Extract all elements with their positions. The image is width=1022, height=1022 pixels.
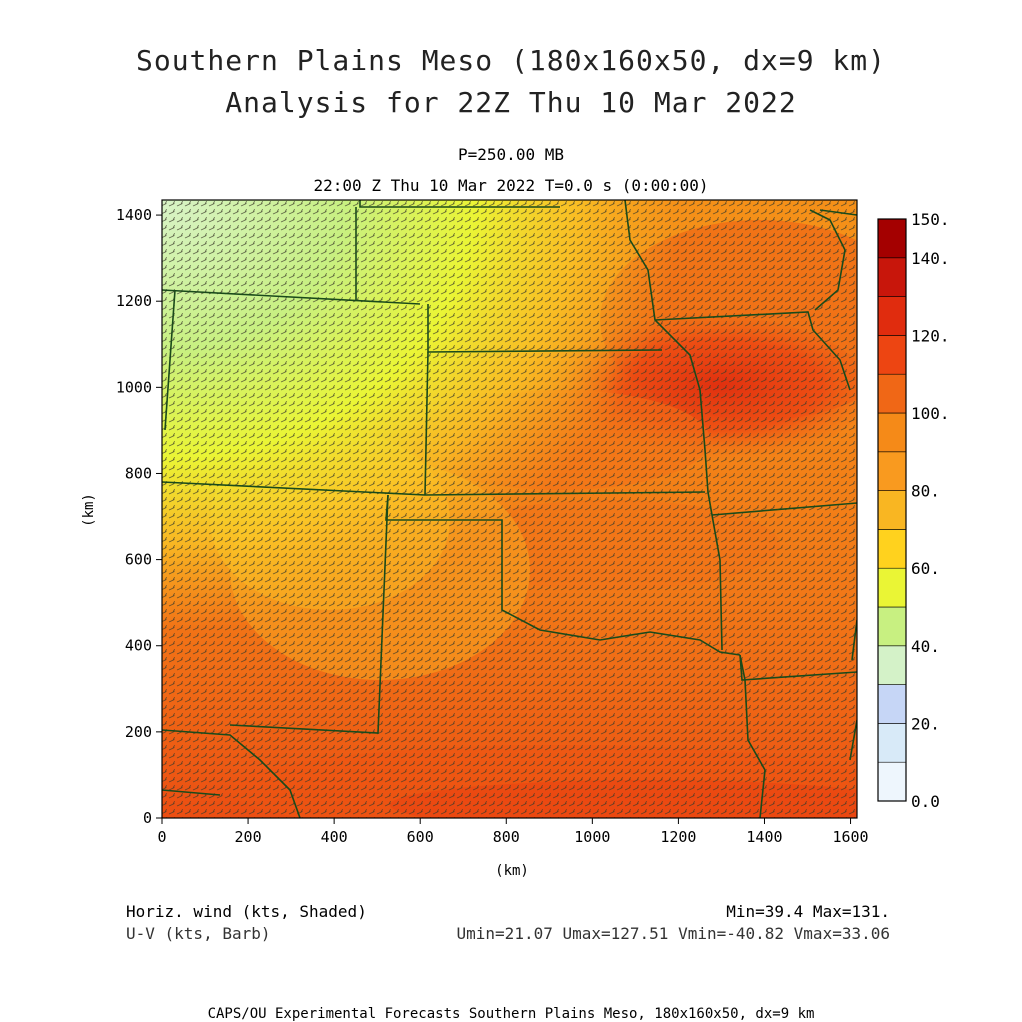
footer-credit: CAPS/OU Experimental Forecasts Southern … <box>207 1006 815 1022</box>
x-tick-label: 400 <box>321 828 348 846</box>
colorbar-label: 40. <box>911 637 940 656</box>
colorbar-swatch <box>877 529 907 569</box>
colorbar-swatch <box>877 257 907 297</box>
uv-stats: Umin=21.07 Umax=127.51 Vmin=-40.82 Vmax=… <box>456 924 890 943</box>
colorbar-label: 120. <box>911 326 950 345</box>
pressure-level-label: P=250.00 MB <box>458 145 564 164</box>
colorbar-label: 150. <box>911 210 950 229</box>
colorbar-label: 0.0 <box>911 792 940 811</box>
min-max-stats: Min=39.4 Max=131. <box>726 902 890 921</box>
x-tick-label: 1000 <box>574 828 610 846</box>
x-tick-label: 800 <box>493 828 520 846</box>
colorbar-label: 100. <box>911 404 950 423</box>
x-axis: 0 200 400 600 800 1000 1200 1400 1600 <box>157 818 869 846</box>
x-tick-label: 0 <box>157 828 166 846</box>
colorbar-swatch <box>877 645 907 685</box>
colorbar-frame <box>877 218 907 802</box>
colorbar-label: 80. <box>911 482 940 501</box>
shaded-field-legend: Horiz. wind (kts, Shaded) <box>126 902 367 921</box>
colorbar-swatch <box>877 490 907 530</box>
colorbar-swatch <box>877 218 907 259</box>
plot-subtitle: Analysis for 22Z Thu 10 Mar 2022 <box>225 86 797 119</box>
valid-time-label: 22:00 Z Thu 10 Mar 2022 T=0.0 s (0:00:00… <box>313 176 709 195</box>
x-tick-label: 600 <box>407 828 434 846</box>
colorbar-swatch <box>877 412 907 453</box>
wind-speed-field <box>162 200 857 818</box>
colorbar-swatch <box>877 335 907 375</box>
colorbar-swatch <box>877 606 907 647</box>
x-tick-label: 1600 <box>832 828 868 846</box>
colorbar-label: 60. <box>911 559 940 578</box>
colorbar-label: 20. <box>911 714 940 733</box>
colorbar-swatch <box>877 761 907 802</box>
y-axis: 0 200 400 600 800 1000 1200 1400 <box>116 206 162 827</box>
colorbar-swatch <box>877 723 907 763</box>
y-tick-label: 600 <box>125 551 152 569</box>
state-boundaries <box>162 200 857 818</box>
y-tick-label: 800 <box>125 464 152 482</box>
x-tick-label: 1400 <box>746 828 782 846</box>
colorbar-swatch <box>877 567 907 608</box>
colorbar-label: 140. <box>911 249 950 268</box>
y-tick-label: 200 <box>125 723 152 741</box>
colorbar-swatch <box>877 296 907 336</box>
colorbar: 0.0 20. 40. 60. 80. 100. 120. 140. 150. <box>877 210 950 811</box>
y-axis-label: (km) <box>81 493 97 527</box>
x-axis-label: (km) <box>495 863 529 879</box>
plot-frame <box>161 199 858 819</box>
y-tick-label: 1000 <box>116 378 152 396</box>
colorbar-swatch <box>877 684 907 724</box>
x-tick-label: 200 <box>235 828 262 846</box>
y-tick-label: 1200 <box>116 292 152 310</box>
colorbar-swatch <box>877 451 907 491</box>
x-tick-label: 1200 <box>660 828 696 846</box>
y-tick-label: 1400 <box>116 206 152 224</box>
y-tick-label: 0 <box>143 809 152 827</box>
y-tick-label: 400 <box>125 637 152 655</box>
barb-field-legend: U-V (kts, Barb) <box>126 924 271 943</box>
plot-title: Southern Plains Meso (180x160x50, dx=9 k… <box>135 44 886 77</box>
colorbar-swatch <box>877 373 907 414</box>
